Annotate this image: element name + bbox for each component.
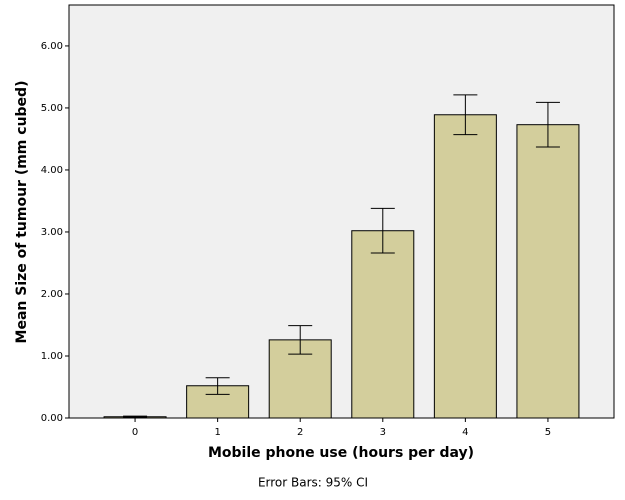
x-axis-title: Mobile phone use (hours per day): [208, 445, 474, 461]
error-bar: [535, 101, 560, 148]
y-tick-label: 2.00: [41, 289, 63, 300]
error-bar: [453, 94, 478, 136]
error-bar: [205, 377, 230, 395]
error-bar: [288, 325, 313, 355]
y-tick-label: 6.00: [41, 41, 63, 52]
error-bar: [123, 415, 148, 418]
y-tick-label: 1.00: [41, 351, 63, 362]
y-tick-label: 0.00: [41, 413, 63, 424]
x-tick-label: 5: [545, 427, 551, 438]
footnote: Error Bars: 95% CI: [258, 476, 368, 490]
y-tick-label: 5.00: [41, 103, 63, 114]
x-tick-label: 2: [297, 427, 303, 438]
x-tick-label: 1: [214, 427, 220, 438]
bar: [516, 124, 580, 419]
error-bar: [370, 207, 395, 254]
x-tick-label: 0: [132, 427, 138, 438]
x-tick-label: 3: [380, 427, 386, 438]
x-tick-label: 4: [462, 427, 468, 438]
bar: [433, 114, 497, 419]
y-tick-label: 4.00: [41, 165, 63, 176]
y-tick-label: 3.00: [41, 227, 63, 238]
y-axis-title: Mean Size of tumour (mm cubed): [14, 81, 30, 344]
bar: [351, 230, 415, 419]
